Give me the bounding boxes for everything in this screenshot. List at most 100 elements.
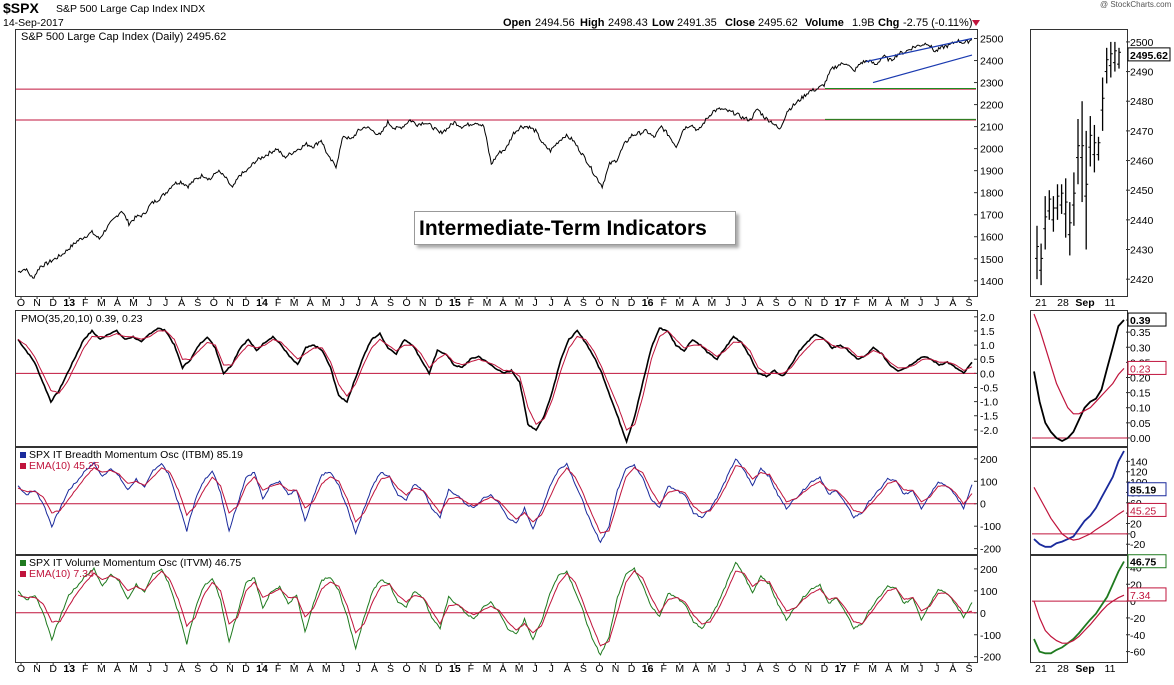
price-tick-label: 1800	[980, 188, 1004, 200]
price-tick-label: 2300	[980, 78, 1004, 90]
itvm-series-signal	[17, 569, 973, 647]
detail-itvm-series-signal	[1033, 594, 1125, 644]
x-axis-label: F	[853, 297, 859, 309]
detail-itvm-tick-label: -60	[1130, 647, 1145, 659]
x-axis-label: D	[49, 297, 57, 309]
itbm-tick-label: -100	[980, 521, 1001, 533]
channel-upper-line	[865, 37, 973, 63]
x-axis-label: M	[322, 297, 331, 309]
x-axis-label: M	[868, 297, 877, 309]
pmo-legend: PMO(35,20,10) 0.39, 0.23	[21, 313, 143, 325]
itvm-tick-label: -100	[980, 630, 1001, 642]
price-tick-label: 2000	[980, 144, 1004, 156]
exchange: INDX	[180, 3, 205, 15]
price-tick-label: 2400	[980, 56, 1004, 68]
x-axis-label: F	[275, 663, 281, 675]
x-axis-label: S	[773, 297, 780, 309]
x-axis-label: J	[725, 297, 730, 309]
detail-pmo-tick-label: 0.20	[1130, 372, 1151, 384]
x-axis-label: J	[918, 663, 923, 675]
x-axis-label: 15	[449, 663, 461, 675]
x-axis-label: 16	[642, 297, 654, 309]
detail-itvm-value-label: 7.34	[1130, 590, 1151, 602]
pmo-tick-label: 0.0	[980, 368, 995, 380]
pmo-tick-label: 1.0	[980, 340, 995, 352]
detail-itbm-tick-label: 140	[1130, 456, 1148, 468]
x-axis-label: A	[692, 297, 699, 309]
volume-value: 1.9B	[852, 17, 875, 29]
detail-x-axis-label: 11	[1105, 663, 1116, 675]
low-label: Low	[652, 17, 674, 29]
x-axis-label: J	[533, 297, 538, 309]
x-axis-label: J	[340, 663, 345, 675]
itvm-series-main	[17, 561, 973, 656]
x-axis-label: A	[307, 297, 314, 309]
x-axis-label: O	[788, 663, 796, 675]
price-tick-label: 1600	[980, 232, 1004, 244]
x-axis-label: J	[147, 297, 152, 309]
x-axis-label: A	[949, 297, 956, 309]
x-axis-label: S	[387, 297, 394, 309]
x-axis-label: M	[322, 663, 331, 675]
x-axis-label: D	[242, 297, 250, 309]
detail-pmo-value-label: 0.23	[1130, 363, 1151, 375]
detail-x-axis-label: 21	[1035, 663, 1047, 675]
x-axis-label: D	[242, 663, 250, 675]
x-axis-label: D	[821, 663, 829, 675]
itvm-tick-label: -200	[980, 652, 1001, 664]
x-axis-label: A	[500, 297, 507, 309]
detail-pmo-value-label: 0.39	[1130, 315, 1151, 327]
price-tick-label: 1700	[980, 210, 1004, 222]
detail-x-axis-label: 28	[1057, 297, 1069, 309]
open-value: 2494.56	[535, 17, 575, 29]
price-line	[17, 38, 973, 279]
x-axis-label: F	[661, 297, 667, 309]
x-axis-label: F	[82, 297, 88, 309]
x-axis-label: S	[194, 297, 201, 309]
x-axis-label: S	[580, 297, 587, 309]
x-axis-label: O	[595, 663, 603, 675]
x-axis-label: F	[853, 663, 859, 675]
x-axis-label: M	[900, 663, 909, 675]
detail-price-tick-label: 2430	[1130, 245, 1154, 257]
x-axis-label: O	[210, 663, 218, 675]
x-axis-label: N	[805, 663, 813, 675]
x-axis-label: D	[435, 663, 443, 675]
x-axis-label: O	[210, 297, 218, 309]
pmo-series-main	[17, 327, 973, 445]
itvm-tick-label: 100	[980, 586, 998, 598]
high-value: 2498.43	[608, 17, 648, 29]
x-axis-label: J	[356, 297, 361, 309]
pmo-tick-label: -2.0	[980, 425, 998, 437]
x-axis-label: M	[97, 663, 106, 675]
x-axis-label: N	[226, 297, 234, 309]
pmo-tick-label: 1.5	[980, 326, 995, 338]
x-axis-label: 15	[449, 297, 461, 309]
detail-pmo-tick-label: 0.00	[1130, 433, 1151, 445]
itbm-tick-label: 200	[980, 454, 998, 466]
x-axis-label: M	[708, 663, 717, 675]
x-axis-label: N	[612, 297, 620, 309]
x-axis-label: N	[419, 297, 427, 309]
x-axis-label: D	[435, 297, 443, 309]
x-axis-label: S	[965, 663, 972, 675]
x-axis-label: O	[403, 663, 411, 675]
symbol: $SPX	[3, 0, 39, 16]
x-axis-label: 16	[642, 663, 654, 675]
detail-price-tick-label: 2480	[1130, 96, 1154, 108]
detail-itbm-value-label: 45.25	[1130, 505, 1156, 517]
detail-price-tick-label: 2470	[1130, 126, 1154, 138]
x-axis-label: A	[949, 663, 956, 675]
itbm-tick-label: 100	[980, 476, 998, 488]
high-label: High	[580, 17, 605, 29]
detail-itbm-series-main	[1033, 450, 1125, 548]
x-axis-label: N	[612, 663, 620, 675]
itbm-series-signal	[17, 465, 973, 534]
detail-itvm-value-box	[1127, 587, 1167, 602]
x-axis-label: F	[661, 663, 667, 675]
volume-label: Volume	[805, 17, 844, 29]
x-axis-label: A	[114, 663, 121, 675]
x-axis-label: A	[885, 297, 892, 309]
